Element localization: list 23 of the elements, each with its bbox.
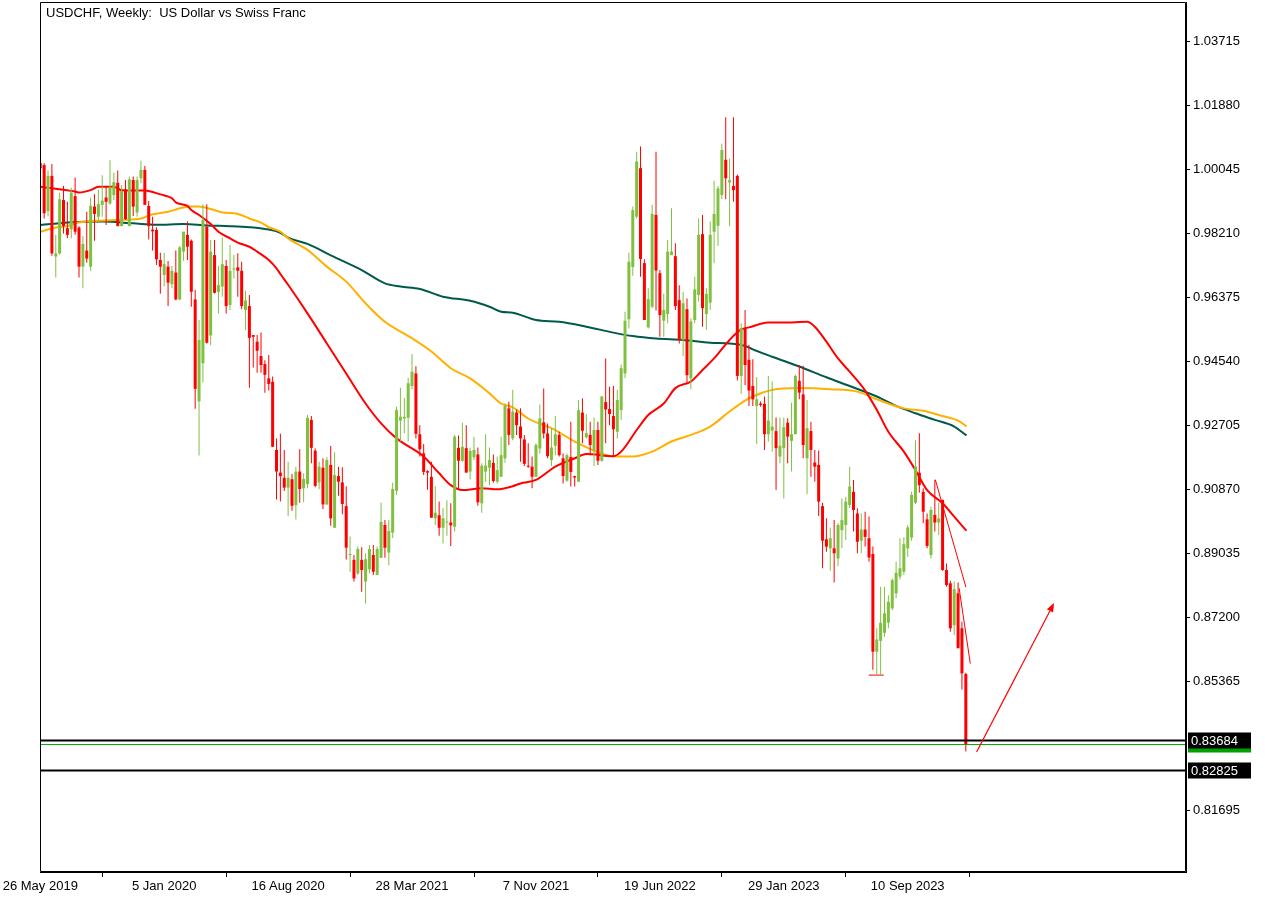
x-tick-label: 10 Sep 2023 — [870, 878, 945, 894]
y-tick-label: 0.89035 — [1193, 545, 1240, 561]
ref-line-label: 0.82825 — [1191, 762, 1238, 778]
y-tick-label: 0.85365 — [1193, 673, 1240, 689]
y-tick-label: 1.00045 — [1193, 160, 1240, 176]
y-tick-label: 1.01880 — [1193, 96, 1240, 112]
y-tick-label: 0.81695 — [1193, 801, 1240, 817]
x-tick-label: 19 Jun 2022 — [624, 878, 696, 894]
y-tick-label: 0.94540 — [1193, 353, 1240, 369]
y-tick-label: 0.98210 — [1193, 225, 1240, 241]
x-tick-label: 26 May 2019 — [2, 878, 78, 894]
x-tick-label: 29 Jan 2023 — [748, 878, 820, 894]
y-tick-label: 0.87200 — [1193, 609, 1240, 625]
ref-line-label: 0.83684 — [1191, 732, 1238, 748]
x-tick-label: 5 Jan 2020 — [132, 878, 197, 894]
y-tick-label: 0.90870 — [1193, 481, 1240, 497]
chart-title: USDCHF, Weekly: US Dollar vs Swiss Franc — [46, 5, 306, 20]
y-tick-label: 0.92705 — [1193, 417, 1240, 433]
x-tick-label: 7 Nov 2021 — [502, 878, 570, 894]
x-tick-label: 16 Aug 2020 — [251, 878, 325, 894]
y-tick-label: 1.03715 — [1193, 32, 1240, 48]
x-tick-label: 28 Mar 2021 — [375, 878, 449, 894]
y-tick-label: 0.96375 — [1193, 289, 1240, 305]
